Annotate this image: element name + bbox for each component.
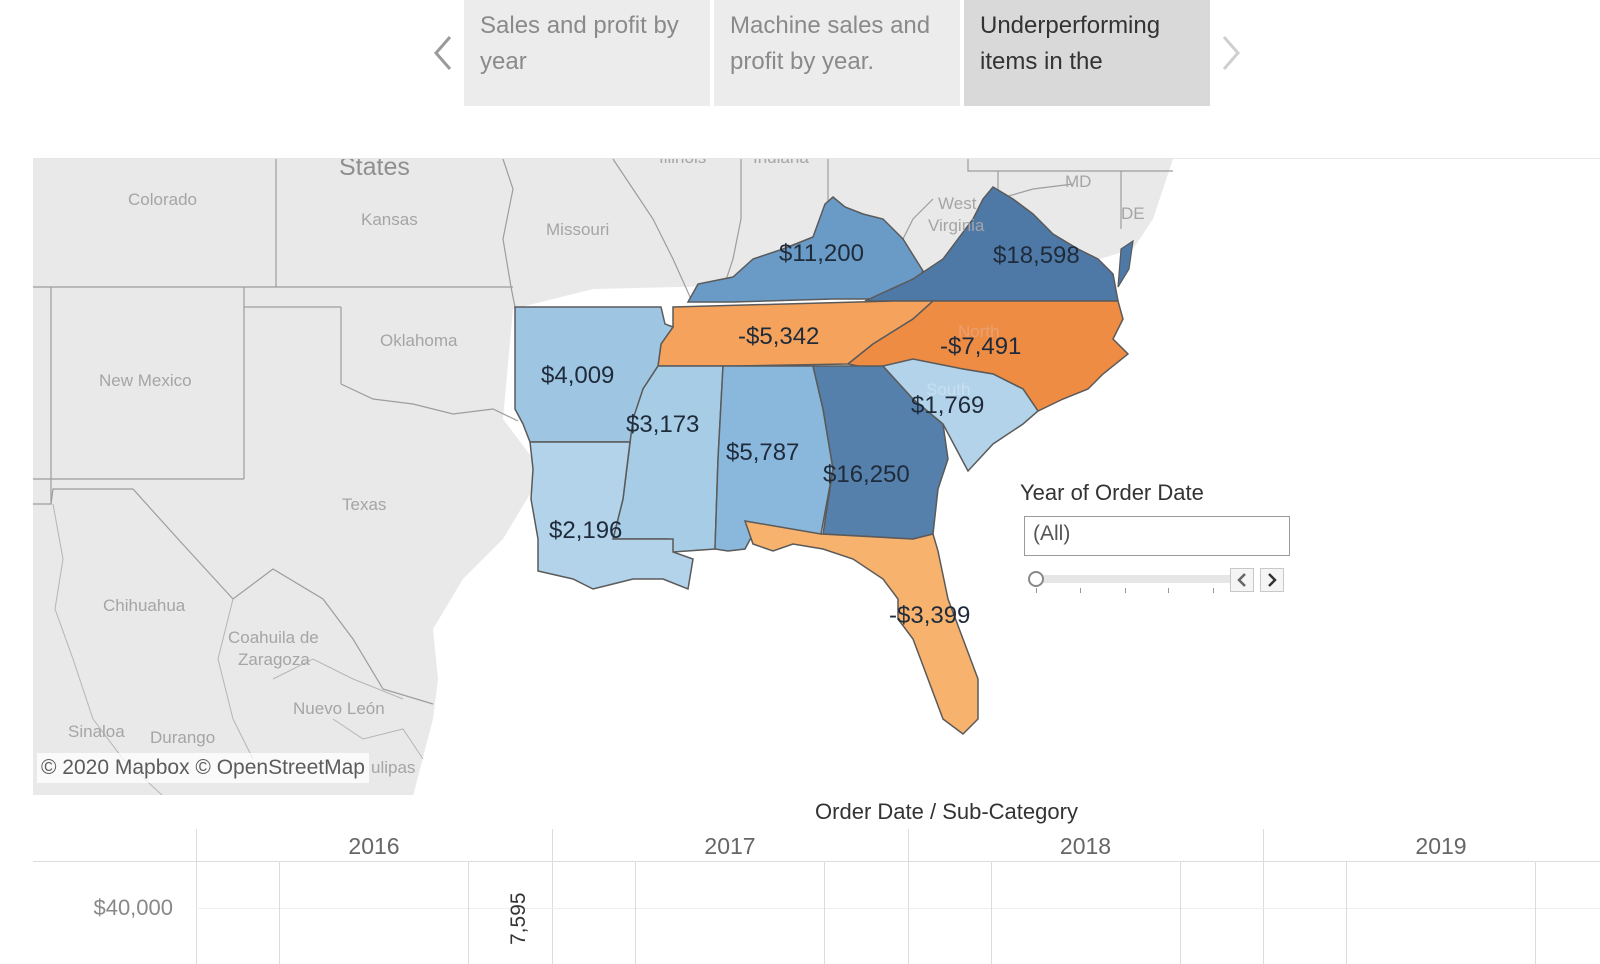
divider — [1346, 861, 1347, 964]
state-label-maryland: MD — [1065, 172, 1091, 191]
year-slider[interactable] — [1020, 566, 1300, 596]
map-attribution[interactable]: © 2020 Mapbox © OpenStreetMap — [37, 753, 369, 783]
chevron-left-icon — [434, 36, 452, 70]
profit-label-alabama: $5,787 — [726, 439, 799, 466]
year-header-2019: 2019 — [1415, 833, 1467, 859]
profit-label-louisiana: $2,196 — [549, 517, 622, 544]
story-next-button[interactable] — [1210, 0, 1254, 106]
divider — [1535, 861, 1536, 964]
story-prev-button[interactable] — [420, 0, 464, 106]
state-label-delaware: DE — [1121, 204, 1145, 223]
divider — [991, 861, 992, 964]
state-label-west-virginia: West — [938, 194, 977, 213]
profit-label-virginia: $18,598 — [993, 242, 1080, 269]
year-filter-value[interactable]: (All) — [1024, 516, 1290, 556]
year-filter: Year of Order Date (All) — [1020, 480, 1300, 596]
chevron-right-icon — [1268, 573, 1277, 587]
profit-label-south-carolina: $1,769 — [911, 392, 984, 419]
state-label-coahuila: Zaragoza — [238, 650, 310, 669]
bar-chart: Order Date / Sub-Category 2016 2017 2018… — [33, 795, 1600, 964]
story-point-underperforming[interactable]: Underperforming items in the — [964, 0, 1210, 106]
gridline — [196, 908, 1600, 909]
bar-value-label: 7,595 — [507, 892, 530, 945]
story-point-label: Machine sales and — [730, 12, 931, 39]
divider — [635, 861, 636, 964]
filled-map[interactable]: States Illinois Indiana Colorado Kansas … — [33, 158, 1600, 795]
state-label-missouri: Missouri — [546, 220, 609, 239]
slider-tick — [1036, 588, 1037, 593]
year-header-2016: 2016 — [348, 833, 400, 859]
slider-track[interactable] — [1032, 575, 1232, 583]
divider — [196, 829, 197, 964]
header-divider — [33, 861, 1600, 862]
year-header-2017: 2017 — [704, 833, 756, 859]
profit-label-arkansas: $4,009 — [541, 362, 614, 389]
slider-tick — [1168, 588, 1169, 593]
state-label-south-carolina: South — [926, 380, 970, 399]
profit-label-tennessee: -$5,342 — [738, 323, 819, 350]
slider-tick — [1080, 588, 1081, 593]
state-label-colorado: Colorado — [128, 190, 197, 209]
map-canvas: States Illinois Indiana Colorado Kansas … — [33, 159, 1173, 795]
profit-label-north-carolina: -$7,491 — [940, 333, 1021, 360]
story-point-label: Underperforming — [980, 12, 1161, 39]
chevron-right-icon — [1222, 36, 1240, 70]
divider — [468, 861, 469, 964]
profit-label-florida: -$3,399 — [889, 602, 970, 629]
profit-label-mississippi: $3,173 — [626, 411, 699, 438]
slider-thumb[interactable] — [1028, 571, 1044, 587]
story-navigator: Sales and profit by year Machine sales a… — [420, 0, 1254, 106]
year-header-2018: 2018 — [1059, 833, 1112, 859]
y-axis-tick: $40,000 — [93, 895, 173, 920]
divider — [908, 829, 909, 964]
state-label-kansas: Kansas — [361, 210, 418, 229]
state-label-texas: Texas — [342, 495, 386, 514]
state-label-durango: Durango — [150, 728, 215, 747]
state-south-carolina — [881, 358, 1039, 473]
slider-tick — [1125, 588, 1126, 593]
chart-title-text: Order Date / Sub-Category — [815, 799, 1078, 824]
story-point-label: Sales and profit by — [480, 12, 679, 39]
state-label-sinaloa: Sinaloa — [68, 722, 125, 741]
state-label-oklahoma: Oklahoma — [380, 331, 458, 350]
state-label-illinois: Illinois — [659, 159, 706, 167]
divider — [552, 829, 553, 964]
slider-tick — [1213, 588, 1214, 593]
state-virginia — [864, 186, 1119, 302]
story-point-machine-sales[interactable]: Machine sales and profit by year. — [714, 0, 960, 106]
profit-label-kentucky: $11,200 — [779, 240, 864, 267]
state-label-coahuila: Coahuila de — [228, 628, 319, 647]
state-label-new-mexico: New Mexico — [99, 371, 192, 390]
divider — [1180, 861, 1181, 964]
country-label: States — [339, 159, 410, 181]
story-point-sales-profit[interactable]: Sales and profit by year — [464, 0, 710, 106]
state-label-nuevo-leon: Nuevo León — [293, 699, 385, 718]
filter-next-button[interactable] — [1260, 568, 1284, 592]
divider — [1263, 829, 1264, 964]
filter-title: Year of Order Date — [1020, 480, 1204, 505]
state-label-chihuahua: Chihuahua — [103, 596, 186, 615]
story-point-label: year — [480, 48, 527, 75]
story-point-label: profit by year. — [730, 48, 875, 75]
divider — [279, 861, 280, 964]
filter-prev-button[interactable] — [1230, 568, 1254, 592]
state-florida — [743, 520, 979, 735]
chart-title: Order Date / Sub-Category — [33, 799, 1600, 825]
state-label-west-virginia: Virginia — [928, 216, 985, 235]
state-label-tamaulipas: ulipas — [371, 758, 415, 777]
state-louisiana — [529, 441, 694, 591]
profit-label-georgia: $16,250 — [823, 461, 910, 488]
chevron-left-icon — [1237, 573, 1246, 587]
story-point-label: items in the — [980, 48, 1103, 75]
state-label-indiana: Indiana — [753, 159, 809, 167]
divider — [824, 861, 825, 964]
state-label-north-carolina: North — [958, 322, 1000, 341]
